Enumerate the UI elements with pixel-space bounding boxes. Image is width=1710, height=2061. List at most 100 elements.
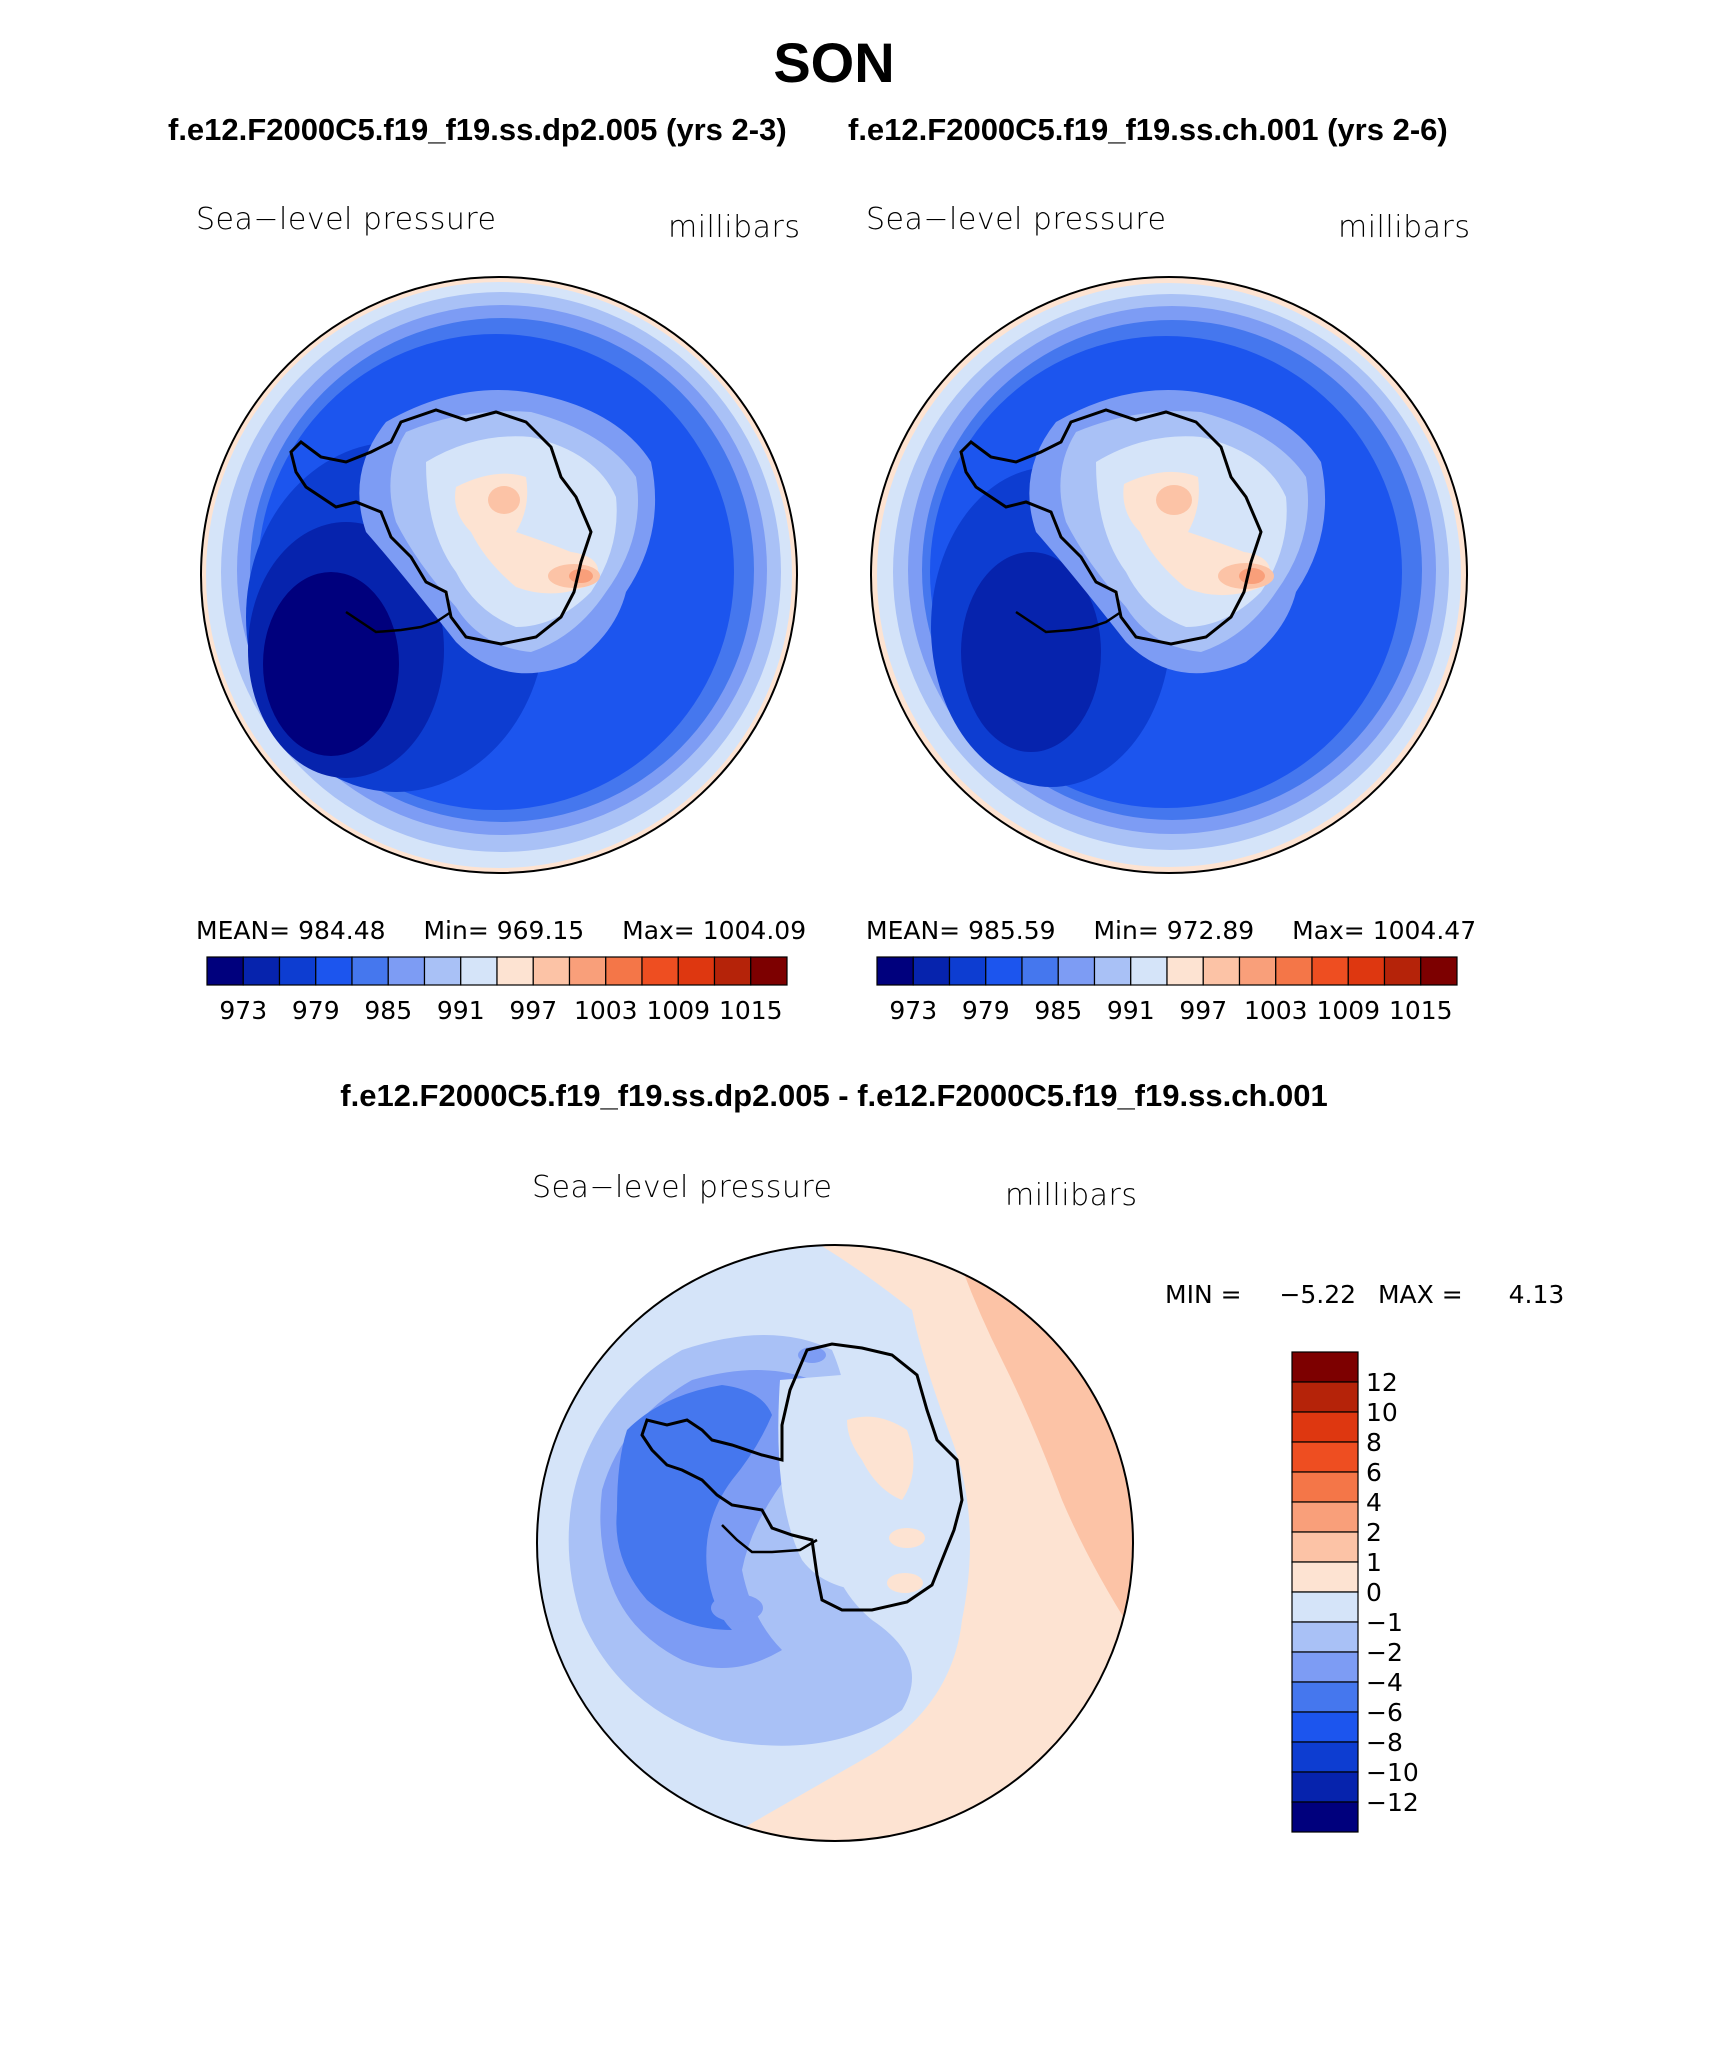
panel1-polar-map bbox=[200, 276, 798, 874]
panel1-filled-contours bbox=[201, 277, 797, 873]
panel2-colorbar-swatch bbox=[1021, 956, 1059, 986]
panel3-polar-map bbox=[536, 1244, 1134, 1842]
panel3-stats: MIN = −5.22 MAX = 4.13 bbox=[1165, 1280, 1564, 1309]
panel1-colorbar-swatch bbox=[423, 956, 462, 986]
difference-title: f.e12.F2000C5.f19_f19.ss.dp2.005 - f.e12… bbox=[340, 1078, 1328, 1113]
panel3-colorbar-tick-label: −6 bbox=[1366, 1698, 1403, 1727]
panel2-colorbar-swatch bbox=[948, 956, 987, 986]
panel2-colorbar-tick-label: 985 bbox=[1034, 996, 1082, 1025]
panel2-colorbar-swatch bbox=[1166, 956, 1204, 986]
panel2-max-label: Max= bbox=[1292, 916, 1365, 945]
panel1-colorbar-tick-label: 973 bbox=[219, 996, 267, 1025]
panel2-stats: MEAN= 985.59 Min= 972.89 Max= 1004.47 bbox=[866, 916, 1476, 945]
panel1-colorbar-tick-label: 991 bbox=[437, 996, 485, 1025]
panel3-colorbar-swatch bbox=[1291, 1471, 1359, 1503]
panel3-colorbar-swatch bbox=[1291, 1711, 1359, 1743]
panel3-colorbar-tick-label: 12 bbox=[1366, 1368, 1398, 1397]
panel2-mean-value: 985.59 bbox=[968, 916, 1056, 945]
panel2-variable-label: Sea−level pressure bbox=[866, 202, 1167, 237]
panel3-coastline bbox=[640, 1342, 964, 1612]
panel3-min-label: MIN = bbox=[1165, 1280, 1242, 1309]
panel2-units-label: millibars bbox=[1338, 210, 1471, 245]
figure-title: SON bbox=[773, 31, 895, 94]
panel3-max-value: 4.13 bbox=[1508, 1280, 1565, 1309]
panel1-mean-value: 984.48 bbox=[298, 916, 386, 945]
panel1-colorbar-swatch bbox=[387, 956, 426, 986]
panel1-mean-label: MEAN= bbox=[196, 916, 291, 945]
panel2-colorbar-swatch bbox=[1202, 956, 1241, 986]
panel1-colorbar-swatch bbox=[460, 956, 498, 986]
panel1-colorbar-swatch bbox=[568, 956, 607, 986]
panel2-colorbar-tick-label: 997 bbox=[1179, 996, 1227, 1025]
panel2-map-border bbox=[870, 276, 1468, 874]
panel1-colorbar-tick-label: 985 bbox=[364, 996, 412, 1025]
panel2-polar-map bbox=[870, 276, 1468, 874]
panel3-units-label: millibars bbox=[1005, 1178, 1138, 1213]
panel2-colorbar-tick-label: 1015 bbox=[1389, 996, 1453, 1025]
panel2-colorbar-swatch bbox=[1383, 956, 1422, 986]
panel2-filled-contours bbox=[871, 277, 1467, 873]
panel3-colorbar-swatch bbox=[1291, 1621, 1359, 1653]
panel2-colorbar-tick-label: 973 bbox=[889, 996, 937, 1025]
panel2-colorbar-swatch bbox=[1093, 956, 1132, 986]
panel3-colorbar-swatch bbox=[1291, 1351, 1359, 1383]
panel3-colorbar-swatch bbox=[1291, 1441, 1359, 1473]
panel3-colorbar-tick-label: 1 bbox=[1366, 1548, 1382, 1577]
panel3-colorbar-tick-label: 10 bbox=[1366, 1398, 1398, 1427]
panel3-colorbar-swatch bbox=[1291, 1681, 1359, 1713]
panel1-min-label: Min= bbox=[423, 916, 489, 945]
panel3-colorbar-swatch bbox=[1291, 1561, 1359, 1593]
panel3-colorbar-tick-label: −1 bbox=[1366, 1608, 1403, 1637]
panel1-colorbar-swatch bbox=[242, 956, 281, 986]
panel2-max-value: 1004.47 bbox=[1372, 916, 1477, 945]
panel1-colorbar-tick-label: 1015 bbox=[719, 996, 783, 1025]
panel1-colorbar: 973 979 985 991 997 1003 1009 1015 bbox=[206, 956, 788, 1025]
panel2-colorbar-swatch bbox=[1238, 956, 1277, 986]
panel3-variable-label: Sea−level pressure bbox=[532, 1170, 833, 1205]
case2-title: f.e12.F2000C5.f19_f19.ss.ch.001 (yrs 2-6… bbox=[848, 112, 1448, 147]
panel2-min-label: Min= bbox=[1093, 916, 1159, 945]
panel2-colorbar-swatch bbox=[1275, 956, 1313, 986]
panel2-colorbar-swatch bbox=[1347, 956, 1386, 986]
case1-title: f.e12.F2000C5.f19_f19.ss.dp2.005 (yrs 2-… bbox=[168, 112, 787, 147]
panel2-colorbar: 973 979 985 991 997 1003 1009 1015 bbox=[876, 956, 1458, 1025]
panel2-colorbar-tick-label: 1003 bbox=[1244, 996, 1308, 1025]
panel1-colorbar-tick-label: 979 bbox=[292, 996, 340, 1025]
panel1-colorbar-swatch bbox=[641, 956, 679, 986]
panel3-colorbar-tick-label: 0 bbox=[1366, 1578, 1382, 1607]
panel1-stats: MEAN= 984.48 Min= 969.15 Max= 1004.09 bbox=[196, 916, 806, 945]
panel3-colorbar-swatch bbox=[1291, 1801, 1359, 1833]
panel3-max-label: MAX = bbox=[1377, 1280, 1463, 1309]
panel1-colorbar-swatch bbox=[496, 956, 534, 986]
panel1-colorbar-tick-label: 1003 bbox=[574, 996, 638, 1025]
panel3-colorbar-swatch bbox=[1291, 1651, 1359, 1683]
panel2-colorbar-tick-label: 979 bbox=[962, 996, 1010, 1025]
panel3-colorbar-swatch bbox=[1291, 1591, 1359, 1623]
panel3-colorbar-swatch bbox=[1291, 1531, 1359, 1563]
panel3-colorbar-tick-label: −2 bbox=[1366, 1638, 1403, 1667]
panel1-coastline bbox=[289, 408, 593, 646]
panel1-colorbar-swatch bbox=[351, 956, 389, 986]
panel2-coastline bbox=[959, 408, 1263, 646]
panel2-colorbar-swatch bbox=[1420, 956, 1458, 986]
panel2-mean-label: MEAN= bbox=[866, 916, 961, 945]
panel3-colorbar-tick-label: −4 bbox=[1366, 1668, 1403, 1697]
panel1-max-value: 1004.09 bbox=[702, 916, 807, 945]
panel1-colorbar-swatch bbox=[278, 956, 317, 986]
panel3-colorbar-swatch bbox=[1291, 1771, 1359, 1803]
panel3-filled-contours bbox=[537, 1245, 1133, 1841]
panel3-colorbar-tick-label: 6 bbox=[1366, 1458, 1382, 1487]
panel2-colorbar-tick-label: 1009 bbox=[1316, 996, 1380, 1025]
panel3-colorbar-swatch bbox=[1291, 1381, 1359, 1413]
panel2-colorbar-swatch bbox=[1130, 956, 1168, 986]
panel1-min-value: 969.15 bbox=[496, 916, 585, 945]
panel2-min-value: 972.89 bbox=[1166, 916, 1255, 945]
panel1-colorbar-swatch bbox=[315, 956, 353, 986]
panel1-units-label: millibars bbox=[668, 210, 801, 245]
panel1-colorbar-swatch bbox=[677, 956, 716, 986]
panel2-colorbar-swatch bbox=[1057, 956, 1096, 986]
panel1-colorbar-swatch bbox=[532, 956, 571, 986]
panel1-colorbar-swatch bbox=[605, 956, 643, 986]
panel1-max-label: Max= bbox=[622, 916, 695, 945]
